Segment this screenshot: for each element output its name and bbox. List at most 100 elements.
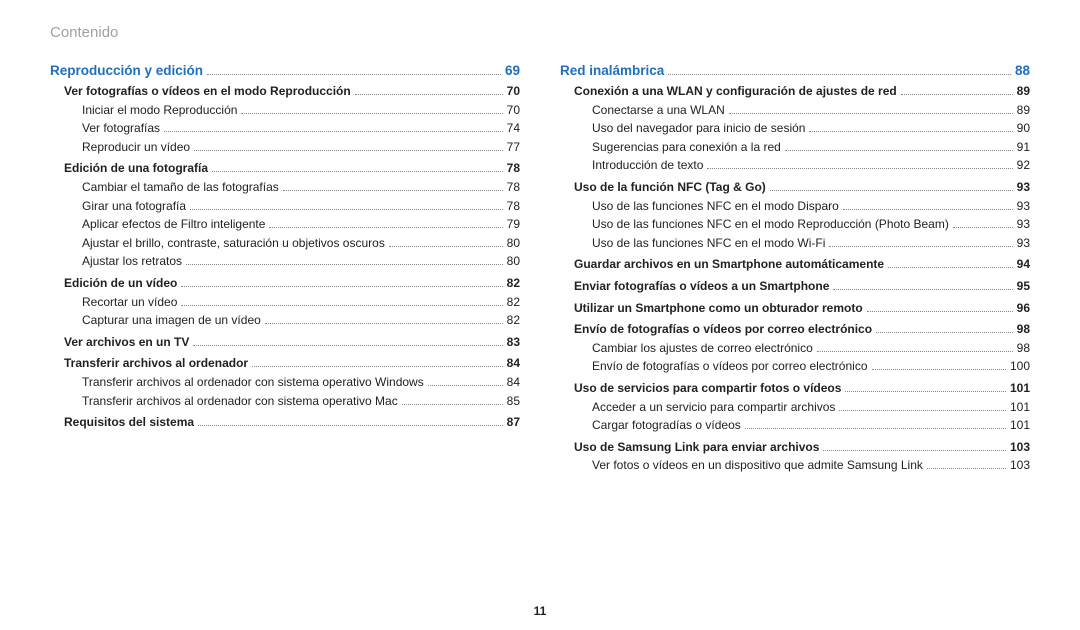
toc-entry-label: Transferir archivos al ordenador con sis… (82, 392, 398, 411)
dot-leader (876, 332, 1013, 333)
dot-leader (745, 428, 1006, 429)
toc-entry-page: 93 (1017, 234, 1030, 253)
dot-leader (198, 425, 503, 426)
toc-entry-page: 89 (1017, 101, 1030, 120)
toc-entry-page: 85 (507, 392, 520, 411)
toc-entry-page: 94 (1017, 255, 1030, 274)
toc-entry-page: 82 (507, 274, 520, 293)
toc-entry-page: 89 (1017, 82, 1030, 101)
toc-entry-label: Ajustar el brillo, contraste, saturación… (82, 234, 385, 253)
right-entries: Conexión a una WLAN y configuración de a… (560, 82, 1030, 475)
toc-entry: Conectarse a una WLAN89 (592, 101, 1030, 120)
toc-entry-page: 70 (507, 82, 520, 101)
toc-entry: Transferir archivos al ordenador con sis… (82, 373, 520, 392)
toc-entry-label: Uso de las funciones NFC en el modo Wi-F… (592, 234, 825, 253)
toc-entry-label: Uso de las funciones NFC en el modo Disp… (592, 197, 839, 216)
toc-entry: Cambiar los ajustes de correo electrónic… (592, 339, 1030, 358)
toc-entry: Edición de un vídeo 82 (64, 274, 520, 293)
dot-leader (190, 209, 503, 210)
toc-entry-label: Ver fotografías o vídeos en el modo Repr… (64, 82, 351, 101)
toc-entry-page: 101 (1010, 379, 1030, 398)
section-page-number: 69 (505, 63, 520, 78)
toc-entry-page: 80 (507, 252, 520, 271)
toc-entry: Ajustar el brillo, contraste, saturación… (82, 234, 520, 253)
toc-entry: Envío de fotografías o vídeos por correo… (574, 320, 1030, 339)
left-entries: Ver fotografías o vídeos en el modo Repr… (50, 82, 520, 432)
dot-leader (207, 74, 501, 75)
toc-entry-page: 92 (1017, 156, 1030, 175)
toc-entry: Ajustar los retratos80 (82, 252, 520, 271)
toc-entry-page: 93 (1017, 178, 1030, 197)
toc-entry: Cambiar el tamaño de las fotografías78 (82, 178, 520, 197)
page-number: 11 (0, 604, 1080, 618)
toc-entry-label: Sugerencias para conexión a la red (592, 138, 781, 157)
toc-entry: Uso de las funciones NFC en el modo Repr… (592, 215, 1030, 234)
toc-entry-page: 80 (507, 234, 520, 253)
toc-entry-label: Aplicar efectos de Filtro inteligente (82, 215, 265, 234)
toc-entry-page: 70 (507, 101, 520, 120)
toc-entry: Utilizar un Smartphone como un obturador… (574, 299, 1030, 318)
toc-entry-page: 101 (1010, 416, 1030, 435)
toc-entry: Cargar fotogradías o vídeos 101 (592, 416, 1030, 435)
toc-entry-page: 98 (1017, 339, 1030, 358)
toc-entry-label: Iniciar el modo Reproducción (82, 101, 237, 120)
toc-entry-label: Cambiar los ajustes de correo electrónic… (592, 339, 813, 358)
toc-entry-label: Girar una fotografía (82, 197, 186, 216)
right-column: Red inalámbrica 88 Conexión a una WLAN y… (560, 63, 1030, 475)
toc-entry-page: 103 (1010, 456, 1030, 475)
dot-leader (729, 113, 1013, 114)
toc-entry: Iniciar el modo Reproducción 70 (82, 101, 520, 120)
toc-entry: Guardar archivos en un Smartphone automá… (574, 255, 1030, 274)
toc-entry: Requisitos del sistema87 (64, 413, 520, 432)
toc-entry: Envío de fotografías o vídeos por correo… (592, 357, 1030, 376)
toc-entry: Introducción de texto 92 (592, 156, 1030, 175)
toc-entry-page: 100 (1010, 357, 1030, 376)
toc-entry-label: Cargar fotogradías o vídeos (592, 416, 741, 435)
toc-entry: Uso de las funciones NFC en el modo Wi-F… (592, 234, 1030, 253)
dot-leader (428, 385, 503, 386)
dot-leader (927, 468, 1006, 469)
dot-leader (707, 168, 1012, 169)
page-header: Contenido (50, 24, 1030, 41)
toc-entry: Sugerencias para conexión a la red91 (592, 138, 1030, 157)
toc-entry-label: Ver fotografías (82, 119, 160, 138)
section-title-text: Red inalámbrica (560, 63, 664, 78)
toc-entry-page: 103 (1010, 438, 1030, 457)
toc-entry-page: 82 (507, 311, 520, 330)
dot-leader (888, 267, 1013, 268)
toc-entry: Reproducir un vídeo77 (82, 138, 520, 157)
dot-leader (402, 404, 503, 405)
dot-leader (770, 190, 1013, 191)
toc-entry: Edición de una fotografía78 (64, 159, 520, 178)
left-column: Reproducción y edición 69 Ver fotografía… (50, 63, 520, 475)
toc-entry-label: Introducción de texto (592, 156, 703, 175)
dot-leader (181, 305, 502, 306)
toc-entry-label: Uso del navegador para inicio de sesión (592, 119, 805, 138)
dot-leader (872, 369, 1006, 370)
dot-leader (283, 190, 503, 191)
toc-entry-page: 74 (507, 119, 520, 138)
toc-entry-label: Edición de un vídeo (64, 274, 177, 293)
dot-leader (252, 366, 503, 367)
toc-entry: Capturar una imagen de un vídeo82 (82, 311, 520, 330)
toc-entry: Enviar fotografías o vídeos a un Smartph… (574, 277, 1030, 296)
dot-leader (839, 410, 1006, 411)
toc-entry-label: Ver archivos en un TV (64, 333, 189, 352)
toc-entry-page: 79 (507, 215, 520, 234)
toc-entry: Acceder a un servicio para compartir arc… (592, 398, 1030, 417)
dot-leader (845, 391, 1006, 392)
toc-entry-label: Cambiar el tamaño de las fotografías (82, 178, 279, 197)
toc-entry-page: 96 (1017, 299, 1030, 318)
dot-leader (194, 150, 503, 151)
toc-entry: Uso de Samsung Link para enviar archivos… (574, 438, 1030, 457)
dot-leader (269, 227, 502, 228)
toc-entry: Uso del navegador para inicio de sesión9… (592, 119, 1030, 138)
toc-entry-label: Recortar un vídeo (82, 293, 177, 312)
toc-entry-label: Envío de fotografías o vídeos por correo… (592, 357, 868, 376)
dot-leader (181, 286, 502, 287)
toc-entry-page: 98 (1017, 320, 1030, 339)
section-title-text: Reproducción y edición (50, 63, 203, 78)
toc-columns: Reproducción y edición 69 Ver fotografía… (50, 63, 1030, 475)
dot-leader (389, 246, 503, 247)
toc-entry-label: Uso de Samsung Link para enviar archivos (574, 438, 819, 457)
